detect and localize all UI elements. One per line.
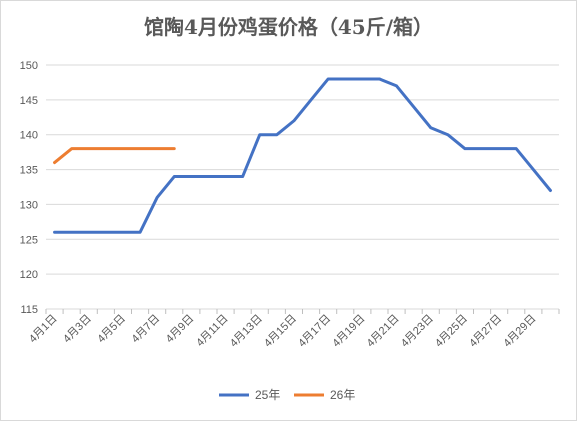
x-axis-ticks: 4月1日 4月3日 4月5日 4月7日 4月9日4月11日4月13日4月15日4月17日… bbox=[27, 309, 560, 350]
x-tick-label: 4月11日 bbox=[194, 313, 230, 349]
gridlines bbox=[46, 64, 559, 310]
legend: 25年 26年 bbox=[219, 388, 355, 402]
x-tick-label: 4月19日 bbox=[330, 313, 367, 350]
y-tick-label: 145 bbox=[20, 95, 38, 107]
x-tick-label: 4月25日 bbox=[433, 313, 470, 350]
x-tick-label: 4月13日 bbox=[228, 313, 265, 350]
chart-title: 馆陶4月份鸡蛋价格（45斤/箱） bbox=[143, 15, 434, 39]
series-lines bbox=[53, 77, 552, 234]
x-tick-label: 4月23日 bbox=[399, 313, 436, 350]
y-tick-label: 125 bbox=[20, 234, 38, 246]
x-tick-label: 4月29日 bbox=[501, 313, 538, 350]
series-line-2 bbox=[53, 147, 176, 165]
series-line-1 bbox=[53, 77, 552, 234]
x-tick-label: 4月7日 bbox=[130, 313, 163, 346]
x-tick-label: 4月21日 bbox=[365, 313, 402, 350]
x-tick-label: 4月27日 bbox=[467, 313, 504, 350]
x-tick-label: 4月5日 bbox=[95, 313, 128, 346]
y-tick-label: 130 bbox=[20, 199, 38, 211]
y-tick-label: 135 bbox=[20, 165, 38, 177]
x-tick-label: 4月1日 bbox=[27, 313, 60, 346]
legend-label-1: 25年 bbox=[255, 388, 280, 402]
y-axis-ticks: 115 120 125 130 135 140 145 150 bbox=[20, 60, 38, 316]
y-tick-label: 150 bbox=[20, 60, 38, 72]
x-tick-label: 4月17日 bbox=[296, 313, 333, 350]
y-tick-label: 115 bbox=[20, 304, 38, 316]
x-tick-label: 4月3日 bbox=[61, 313, 94, 346]
x-tick-label: 4月15日 bbox=[262, 313, 299, 350]
legend-label-2: 26年 bbox=[330, 388, 355, 402]
x-tick-label: 4月9日 bbox=[164, 313, 197, 346]
y-tick-label: 140 bbox=[20, 130, 38, 142]
y-tick-label: 120 bbox=[20, 269, 38, 281]
